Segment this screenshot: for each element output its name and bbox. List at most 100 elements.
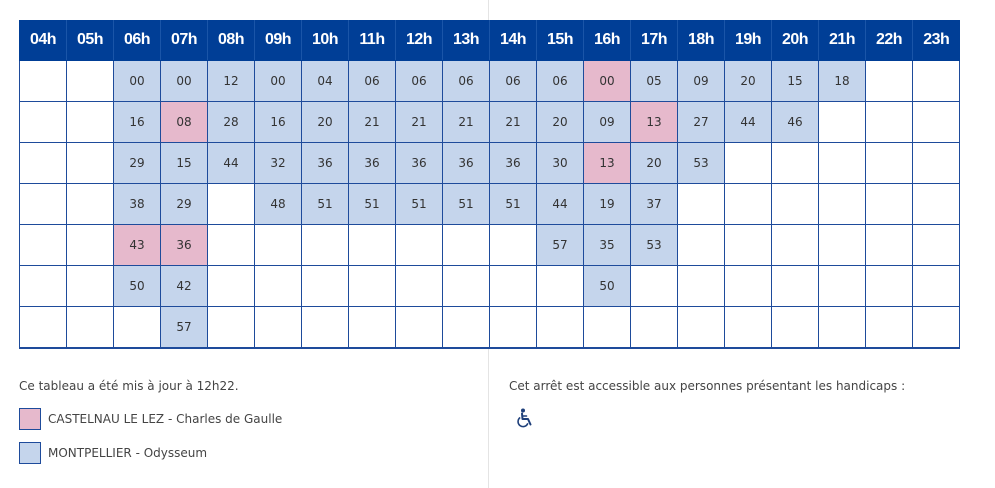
departure-cell: 38 bbox=[113, 183, 161, 225]
departure-cell: 00 bbox=[160, 60, 208, 102]
departure-cell bbox=[254, 306, 302, 349]
departure-cell bbox=[442, 306, 490, 349]
timetable-row: 16 08 28 16 20 21 21 21 21 20 09 13 27 44 46 bbox=[19, 101, 960, 143]
departure-cell: 13 bbox=[630, 101, 678, 143]
departure-cell: 15 bbox=[160, 142, 208, 184]
departure-cell: 42 bbox=[160, 265, 208, 307]
departure-cell: 15 bbox=[771, 60, 819, 102]
departure-cell: 08 bbox=[160, 101, 208, 143]
departure-cell bbox=[66, 183, 114, 225]
departure-cell bbox=[724, 224, 772, 266]
departure-cell: 20 bbox=[724, 60, 772, 102]
departure-cell: 36 bbox=[160, 224, 208, 266]
departure-cell bbox=[66, 265, 114, 307]
departure-cell bbox=[207, 265, 255, 307]
departure-cell bbox=[912, 183, 960, 225]
timetable-row: 57 bbox=[19, 306, 960, 349]
departure-cell bbox=[301, 306, 349, 349]
departure-cell: 13 bbox=[583, 142, 631, 184]
departure-cell bbox=[677, 224, 725, 266]
departure-cell bbox=[818, 101, 866, 143]
departure-cell bbox=[771, 265, 819, 307]
departure-cell: 57 bbox=[536, 224, 584, 266]
departure-cell: 21 bbox=[489, 101, 537, 143]
accessibility-note: Cet arrêt est accessible aux personnes p… bbox=[509, 379, 906, 393]
departure-cell bbox=[865, 306, 913, 349]
hour-header: 08h bbox=[207, 20, 255, 61]
departure-cell bbox=[395, 265, 443, 307]
departure-cell bbox=[630, 306, 678, 349]
departure-cell bbox=[912, 224, 960, 266]
departure-cell bbox=[207, 183, 255, 225]
departure-cell bbox=[865, 224, 913, 266]
departure-cell: 20 bbox=[301, 101, 349, 143]
departure-cell: 36 bbox=[348, 142, 396, 184]
departure-cell bbox=[66, 60, 114, 102]
departure-cell bbox=[301, 265, 349, 307]
timetable-row: 43 36 57 35 53 bbox=[19, 224, 960, 266]
departure-cell: 48 bbox=[254, 183, 302, 225]
departure-cell: 36 bbox=[442, 142, 490, 184]
hour-header: 13h bbox=[442, 20, 490, 61]
departure-cell bbox=[19, 183, 67, 225]
departure-cell: 51 bbox=[395, 183, 443, 225]
departure-cell: 20 bbox=[536, 101, 584, 143]
departure-cell bbox=[818, 306, 866, 349]
departure-cell: 50 bbox=[583, 265, 631, 307]
departure-cell: 44 bbox=[724, 101, 772, 143]
departure-cell: 53 bbox=[630, 224, 678, 266]
departure-cell: 18 bbox=[818, 60, 866, 102]
departure-cell: 51 bbox=[442, 183, 490, 225]
departure-cell bbox=[912, 60, 960, 102]
departure-cell bbox=[912, 265, 960, 307]
update-note: Ce tableau a été mis à jour à 12h22. bbox=[19, 379, 239, 393]
departure-cell: 21 bbox=[348, 101, 396, 143]
departure-cell: 09 bbox=[677, 60, 725, 102]
departure-cell: 21 bbox=[442, 101, 490, 143]
departure-cell: 06 bbox=[489, 60, 537, 102]
departure-cell bbox=[677, 183, 725, 225]
departure-cell: 29 bbox=[160, 183, 208, 225]
departure-cell bbox=[489, 265, 537, 307]
timetable-header-row: 04h 05h 06h 07h 08h 09h 10h 11h 12h 13h 14h 15h 16h 1… bbox=[19, 20, 960, 61]
departure-cell bbox=[19, 224, 67, 266]
departure-cell: 29 bbox=[113, 142, 161, 184]
departure-cell: 00 bbox=[583, 60, 631, 102]
departure-cell: 04 bbox=[301, 60, 349, 102]
departure-cell: 00 bbox=[113, 60, 161, 102]
departure-cell bbox=[865, 101, 913, 143]
departure-cell bbox=[489, 306, 537, 349]
hour-header: 11h bbox=[348, 20, 396, 61]
departure-cell: 36 bbox=[301, 142, 349, 184]
departure-cell bbox=[301, 224, 349, 266]
timetable-row: 29 15 44 32 36 36 36 36 36 30 13 20 53 bbox=[19, 142, 960, 184]
hour-header: 23h bbox=[912, 20, 960, 61]
departure-cell bbox=[865, 183, 913, 225]
legend-swatch-blue bbox=[19, 442, 41, 464]
departure-cell: 27 bbox=[677, 101, 725, 143]
departure-cell: 44 bbox=[536, 183, 584, 225]
hour-header: 09h bbox=[254, 20, 302, 61]
departure-cell: 05 bbox=[630, 60, 678, 102]
departure-cell: 36 bbox=[395, 142, 443, 184]
timetable-row: 38 29 48 51 51 51 51 51 44 19 37 bbox=[19, 183, 960, 225]
departure-cell bbox=[536, 306, 584, 349]
departure-cell bbox=[348, 306, 396, 349]
departure-cell bbox=[724, 142, 772, 184]
departure-cell bbox=[66, 224, 114, 266]
departure-cell bbox=[442, 265, 490, 307]
hour-header: 07h bbox=[160, 20, 208, 61]
departure-cell bbox=[818, 224, 866, 266]
wheelchair-icon bbox=[517, 408, 532, 428]
departure-cell bbox=[254, 224, 302, 266]
hour-header: 15h bbox=[536, 20, 584, 61]
departure-cell: 06 bbox=[348, 60, 396, 102]
departure-cell bbox=[19, 60, 67, 102]
departure-cell bbox=[771, 306, 819, 349]
hour-header: 05h bbox=[66, 20, 114, 61]
hour-header: 20h bbox=[771, 20, 819, 61]
departure-cell bbox=[254, 265, 302, 307]
departure-cell bbox=[818, 265, 866, 307]
departure-cell: 57 bbox=[160, 306, 208, 349]
departure-cell bbox=[113, 306, 161, 349]
